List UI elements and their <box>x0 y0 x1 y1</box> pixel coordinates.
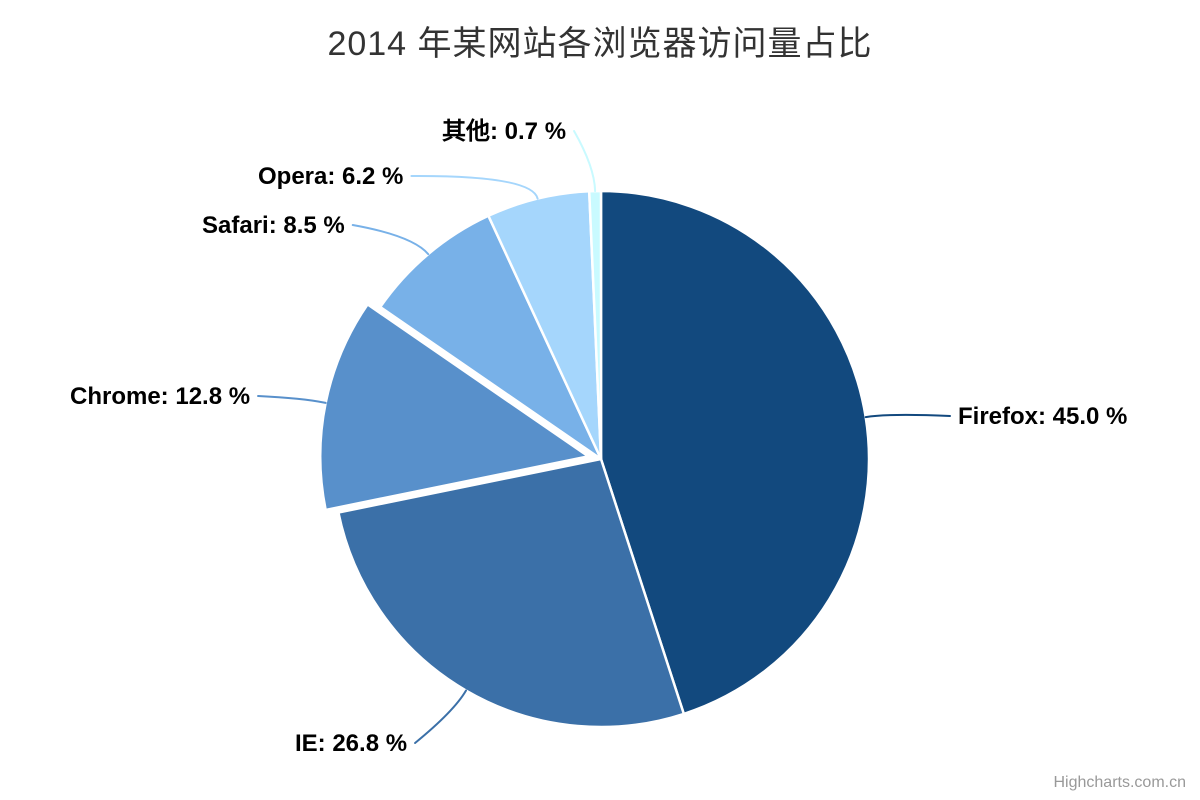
pie-slices-group <box>319 189 871 729</box>
label-connector-chrome <box>257 395 327 404</box>
label-connector-opera <box>410 174 539 200</box>
chart-title: 2014 年某网站各浏览器访问量占比 <box>327 25 873 63</box>
label-connector-firefox <box>864 413 951 419</box>
pie-label-chrome: Chrome: 12.8 % <box>70 383 250 410</box>
label-connector-slice-5 <box>573 130 597 193</box>
pie-label-slice-5: 其他: 0.7 % <box>442 118 566 145</box>
label-connector-ie <box>414 689 468 744</box>
pie-label-safari: Safari: 8.5 % <box>202 212 345 239</box>
data-labels-group: Firefox: 45.0 % IE: 26.8 % Chrome: 12.8 % S… <box>70 118 1127 757</box>
pie-label-firefox: Firefox: 45.0 % <box>958 403 1127 430</box>
label-connector-safari <box>351 224 430 256</box>
highcharts-credits-link[interactable]: Highcharts.com.cn <box>1053 774 1187 791</box>
pie-label-opera: Opera: 6.2 % <box>258 163 403 190</box>
pie-label-ie: IE: 26.8 % <box>295 730 407 757</box>
label-connectors-group <box>257 130 951 744</box>
